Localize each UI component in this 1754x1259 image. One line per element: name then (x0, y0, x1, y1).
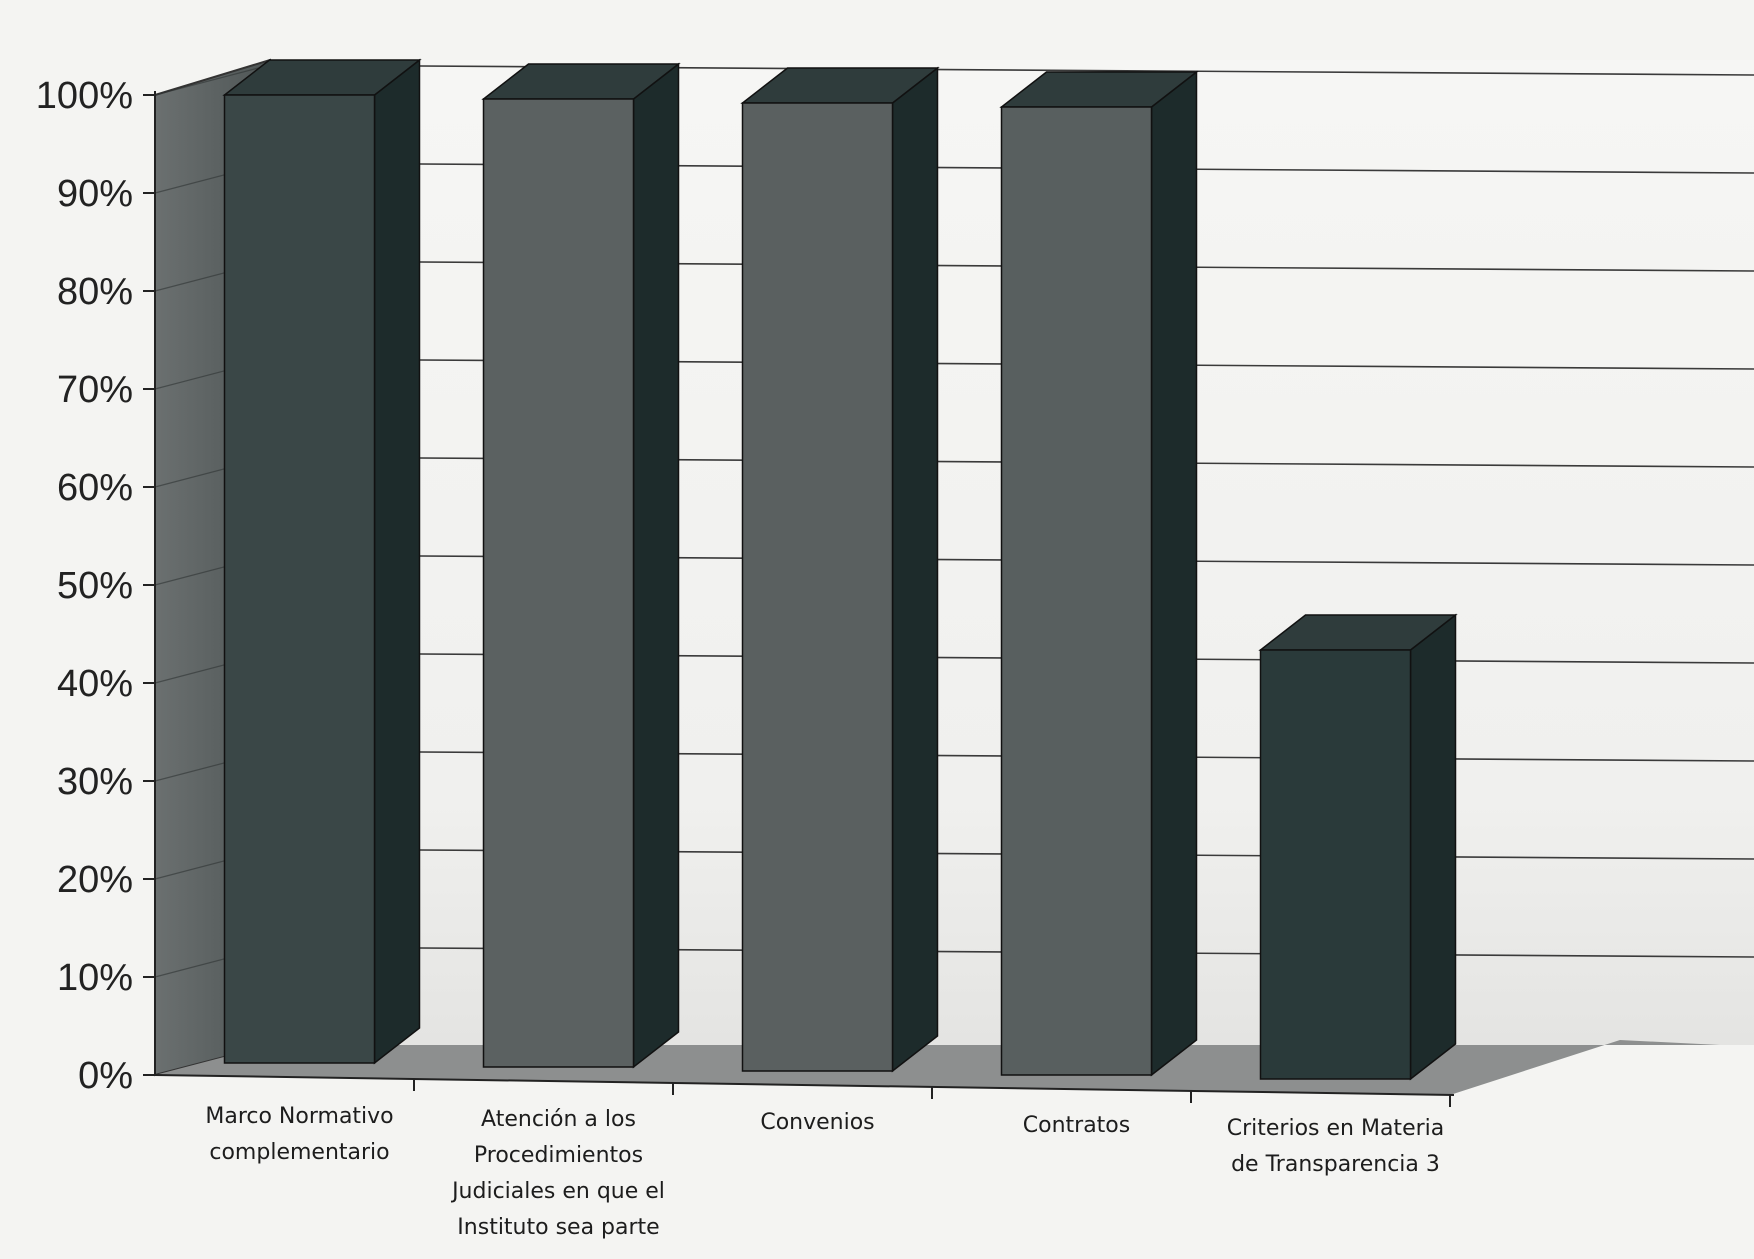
y-tick-label: 40% (57, 663, 133, 705)
bar-side (891, 66, 939, 1073)
bar-side (1150, 70, 1198, 1077)
y-tick-label: 20% (57, 859, 133, 901)
x-axis-category-labels: Marco Normativo complementario Atención a … (205, 1104, 1444, 1240)
bar (1000, 106, 1153, 1076)
y-tick-label: 60% (57, 467, 133, 509)
y-tick-label: 30% (57, 761, 133, 803)
y-tick-label: 80% (57, 271, 133, 313)
gridline-side (154, 64, 271, 96)
x-tick-label: Instituto sea parte (457, 1215, 659, 1240)
x-tick-label: Convenios (760, 1110, 874, 1135)
y-tick-label: 90% (57, 173, 133, 215)
axes (143, 91, 1455, 1107)
x-tick-label: Criterios en Materia (1227, 1116, 1445, 1141)
y-tick-label: 0% (78, 1055, 133, 1097)
bar-side (373, 58, 421, 1065)
x-tick-label: Judiciales en que el (450, 1179, 665, 1204)
bar (482, 98, 635, 1068)
y-axis-tick-labels: 0% 10% 20% 30% 40% 50% 60% 70% 80% 90% 100% (36, 75, 133, 1097)
bar (1259, 649, 1412, 1080)
bars (222, 58, 1458, 1081)
bar (223, 94, 376, 1064)
x-tick-label: complementario (209, 1140, 389, 1165)
y-tick-label: 50% (57, 565, 133, 607)
bar-side (1409, 613, 1457, 1081)
x-tick-label: de Transparencia 3 (1231, 1152, 1440, 1177)
bar (741, 102, 894, 1072)
y-tick-label: 10% (57, 957, 133, 999)
gridline (269, 64, 1754, 76)
y-tick-label: 70% (57, 369, 133, 411)
y-tick-label: 100% (36, 75, 133, 117)
x-tick-label: Procedimientos (474, 1143, 643, 1168)
bar-side (632, 62, 680, 1069)
x-tick-label: Contratos (1023, 1113, 1130, 1138)
x-tick-label: Marco Normativo (205, 1104, 393, 1129)
x-tick-label: Atención a los (481, 1107, 636, 1132)
x-axis-line (154, 1074, 1455, 1096)
